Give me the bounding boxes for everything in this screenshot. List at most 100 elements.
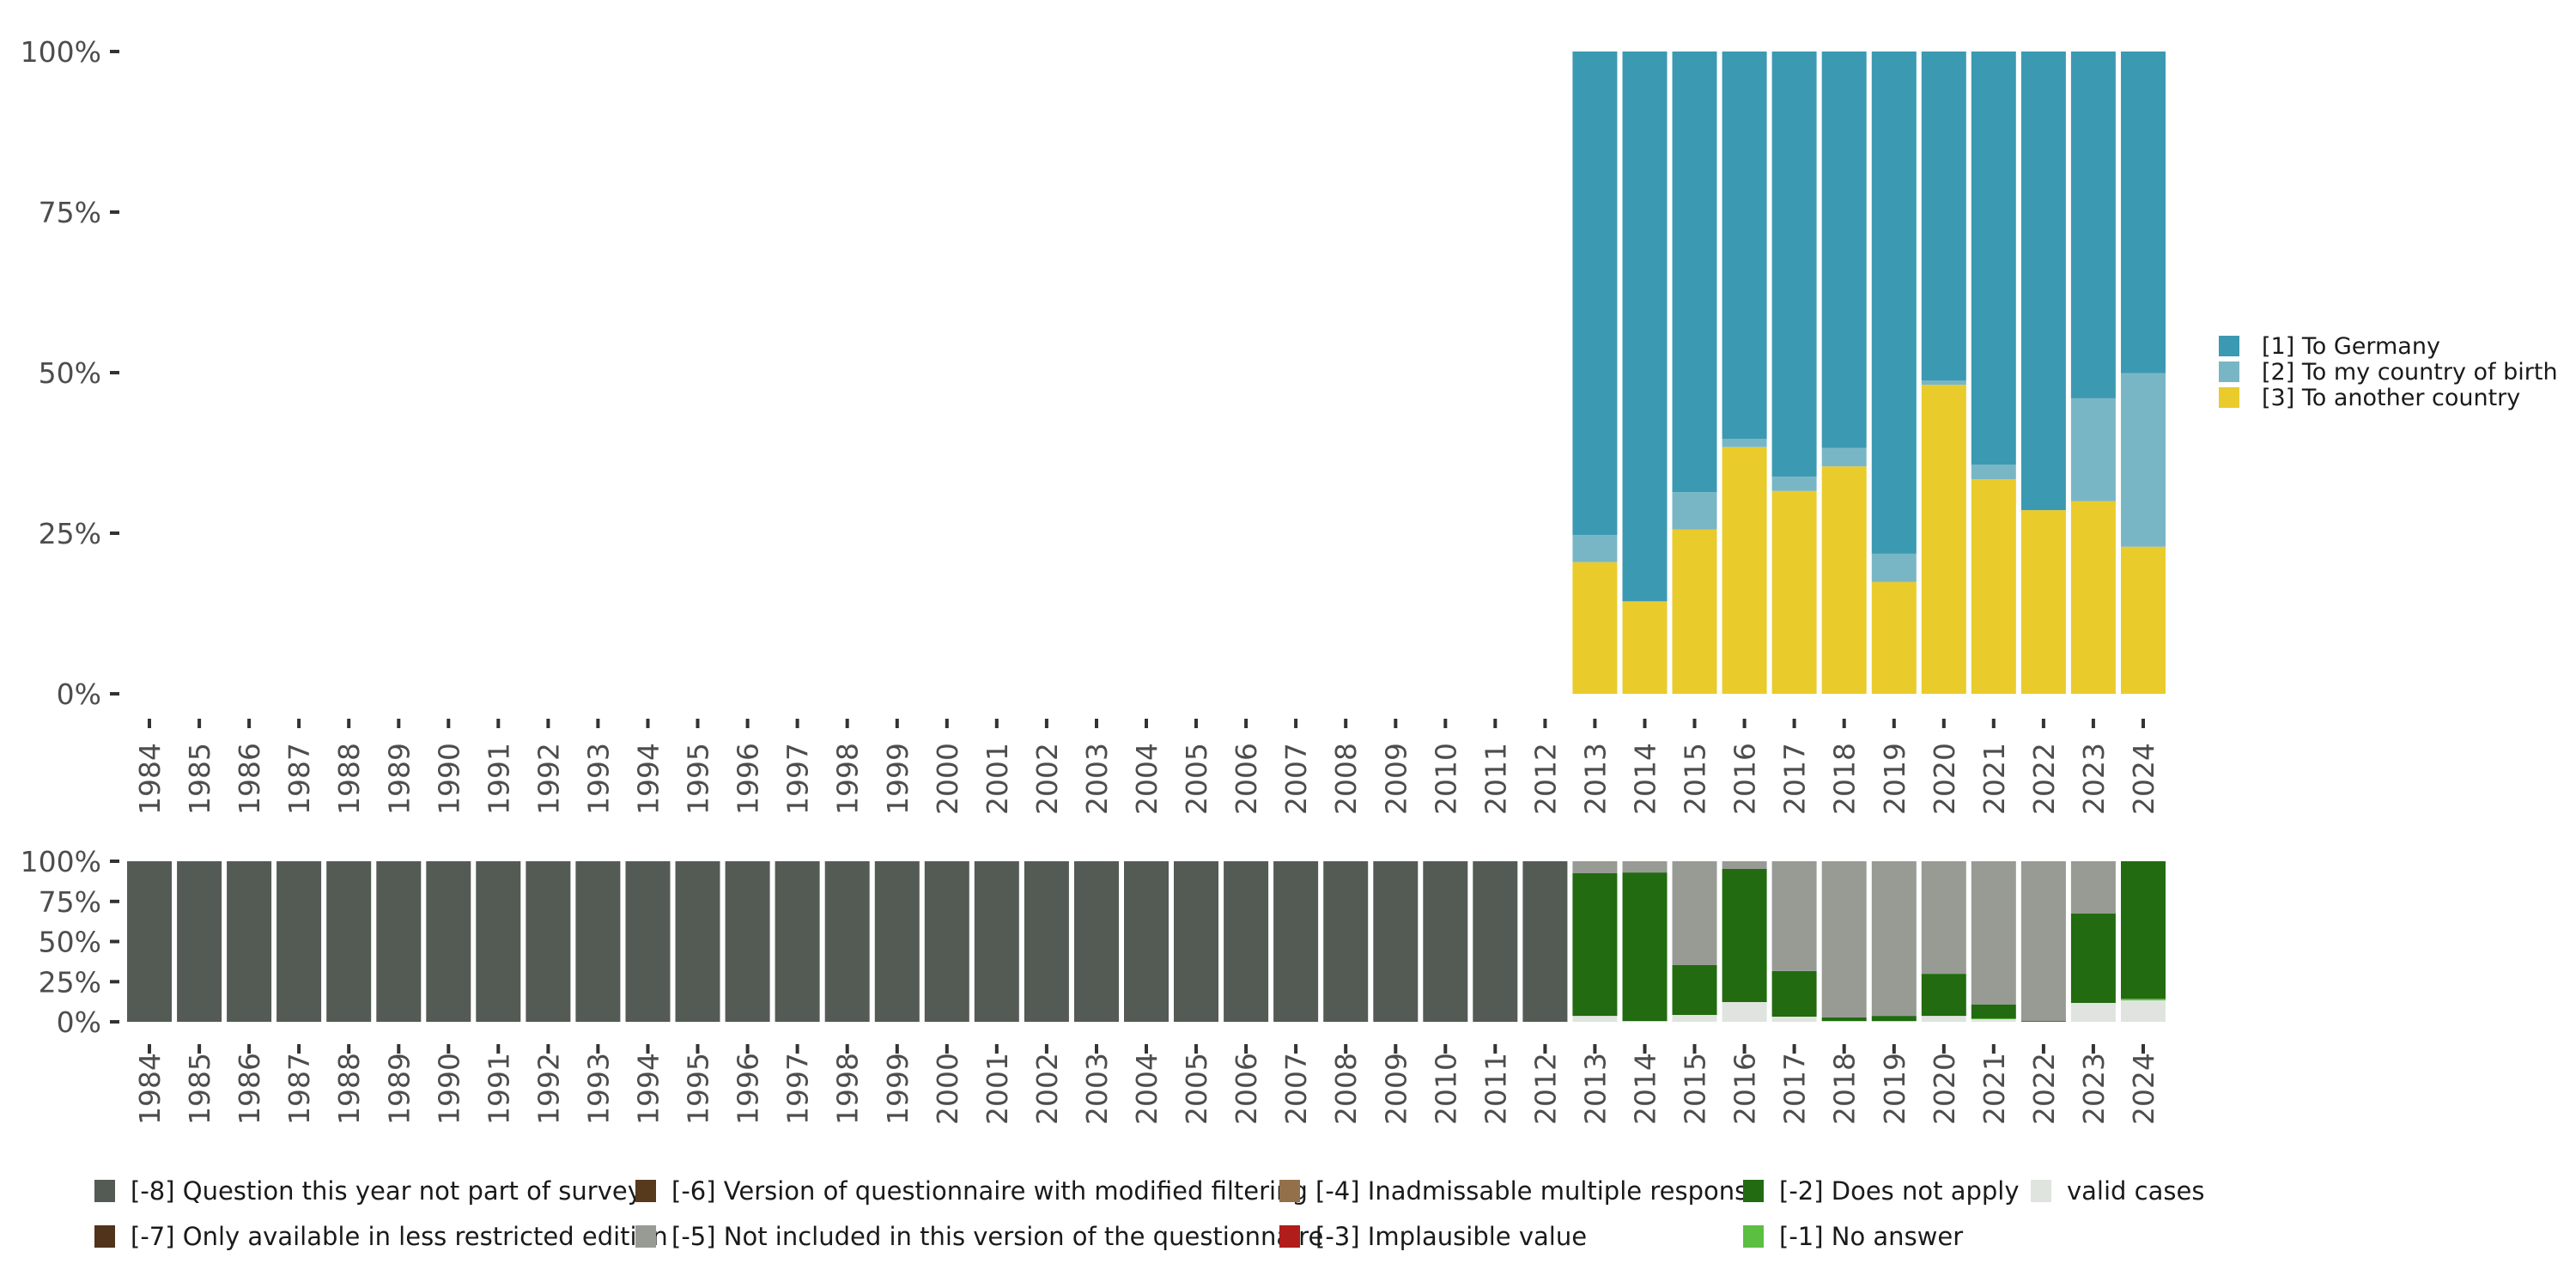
legend-swatch-4: [1279, 1180, 1300, 1202]
y-tick-0: [110, 692, 119, 696]
x-tick-label-1997: 1997: [781, 1053, 815, 1125]
legend-label-1: [-7] Only available in less restricted e…: [131, 1222, 668, 1251]
legend-swatch-3: [635, 1225, 656, 1248]
x-tick-label-2012: 2012: [1528, 743, 1562, 815]
x-tick-2001: [994, 719, 999, 728]
x-tick-1985: [197, 1044, 202, 1054]
x-tick-label-1989: 1989: [382, 743, 416, 815]
bar-segment-2010-s4: [1423, 861, 1468, 1022]
x-tick-1996: [745, 1044, 750, 1054]
x-tick-1994: [646, 1044, 650, 1054]
y-tick-label-0: 0%: [57, 1005, 101, 1039]
x-tick-label-1984: 1984: [133, 1053, 167, 1125]
x-tick-label-2003: 2003: [1080, 1053, 1114, 1125]
y-tick-label-25: 25%: [39, 517, 101, 550]
x-tick-1998: [845, 1044, 849, 1054]
x-tick-2008: [1344, 719, 1348, 728]
x-tick-label-2024: 2024: [2127, 1053, 2160, 1125]
bar-segment-2018-s0: [1821, 1021, 1867, 1022]
y-tick-25: [110, 532, 119, 535]
x-tick-2003: [1095, 1044, 1098, 1054]
x-tick-label-1996: 1996: [732, 743, 765, 815]
bar-segment-2019-s2: [1871, 1016, 1917, 1022]
y-tick-50: [110, 371, 119, 374]
x-tick-1997: [795, 719, 799, 728]
bar-segment-2015-s3: [1672, 861, 1717, 965]
x-tick-label-2013: 2013: [1578, 743, 1612, 815]
bar-segment-2017-s1: [1771, 477, 1817, 491]
bar-segment-2015-s0: [1672, 529, 1717, 694]
x-tick-label-1988: 1988: [332, 1053, 366, 1125]
bar-segment-2020-s2: [1921, 52, 1966, 380]
top-plot: [1572, 52, 2166, 694]
x-tick-2004: [1145, 1044, 1148, 1054]
x-tick-label-2006: 2006: [1230, 1053, 1263, 1125]
bar-segment-2023-s3: [2070, 861, 2116, 914]
x-tick-label-2015: 2015: [1679, 743, 1712, 815]
bar-segment-2007-s4: [1273, 861, 1319, 1022]
legend-swatch-5: [1279, 1225, 1300, 1248]
bar-segment-1994-s4: [625, 861, 671, 1022]
x-tick-label-2018: 2018: [1828, 743, 1862, 815]
x-tick-label-1999: 1999: [881, 743, 914, 815]
x-tick-label-1998: 1998: [831, 743, 865, 815]
bar-segment-2019-s1: [1871, 553, 1917, 582]
x-tick-2013: [1593, 719, 1597, 728]
bar-segment-2022-s3: [2020, 861, 2066, 1022]
legend-swatch-6: [1743, 1180, 1764, 1202]
x-tick-label-1993: 1993: [581, 1053, 615, 1125]
bar-segment-2019-s0: [1871, 581, 1917, 694]
bar-segment-2021-s2: [1971, 52, 2016, 465]
bar-segment-2023-s1: [2070, 398, 2116, 501]
x-tick-2023: [2091, 719, 2095, 728]
y-tick-label-50: 50%: [39, 926, 101, 959]
y-tick-label-75: 75%: [39, 196, 101, 229]
x-tick-2008: [1344, 1044, 1348, 1054]
x-tick-1998: [845, 719, 849, 728]
x-tick-label-2024: 2024: [2127, 743, 2160, 815]
x-tick-2021: [1991, 719, 1996, 728]
x-tick-1995: [696, 719, 700, 728]
x-tick-label-1998: 1998: [831, 1053, 865, 1125]
bar-segment-2017-s2: [1771, 52, 1817, 477]
bar-segment-2023-s0: [2070, 501, 2116, 694]
x-tick-2017: [1792, 719, 1796, 728]
x-tick-label-1992: 1992: [532, 1053, 565, 1125]
bar-segment-2021-s2: [1971, 1005, 2016, 1019]
bar-segment-2019-s3: [1871, 861, 1917, 1017]
y-tick-100: [110, 860, 119, 863]
bar-segment-2016-s2: [1722, 52, 1767, 439]
bar-segment-2014-s0: [1622, 1021, 1668, 1022]
bar-segment-2018-s0: [1821, 466, 1867, 694]
bottom-plot: [127, 861, 2166, 1022]
x-tick-2024: [2142, 719, 2145, 728]
x-tick-2009: [1394, 1044, 1398, 1054]
x-tick-label-1986: 1986: [233, 1053, 266, 1125]
bar-segment-2023-s0: [2070, 1002, 2116, 1022]
top-x-axis: 1984 1985 1986 1987 1988 1989 1990 1991 1992 1993…: [133, 719, 2160, 815]
x-tick-1989: [397, 1044, 401, 1054]
bar-segment-2018-s3: [1821, 861, 1867, 1018]
x-tick-label-1986: 1986: [233, 743, 266, 815]
x-tick-2014: [1643, 1044, 1647, 1054]
bar-segment-1996-s4: [725, 861, 770, 1022]
bar-segment-2009-s4: [1373, 861, 1419, 1022]
legend-label-3: [-5] Not included in this version of the…: [671, 1222, 1323, 1251]
x-tick-1985: [197, 719, 202, 728]
bar-segment-2019-s0: [1871, 1021, 1917, 1022]
legend-label-0: [1] To Germany: [2262, 333, 2440, 360]
x-tick-2007: [1294, 719, 1298, 728]
bar-segment-2015-s2: [1672, 52, 1717, 493]
bar-segment-2024-s1: [2121, 999, 2166, 1000]
x-tick-label-2011: 2011: [1479, 1053, 1512, 1125]
x-tick-label-2012: 2012: [1528, 1053, 1562, 1125]
x-tick-label-1995: 1995: [682, 1053, 715, 1125]
x-tick-label-2009: 2009: [1379, 743, 1413, 815]
x-tick-1992: [546, 1044, 550, 1054]
x-tick-1990: [447, 719, 451, 728]
bar-segment-2021-s0: [1971, 479, 2016, 694]
bar-segment-2018-s1: [1821, 447, 1867, 467]
x-tick-label-1985: 1985: [183, 743, 216, 815]
x-tick-2015: [1692, 719, 1697, 728]
